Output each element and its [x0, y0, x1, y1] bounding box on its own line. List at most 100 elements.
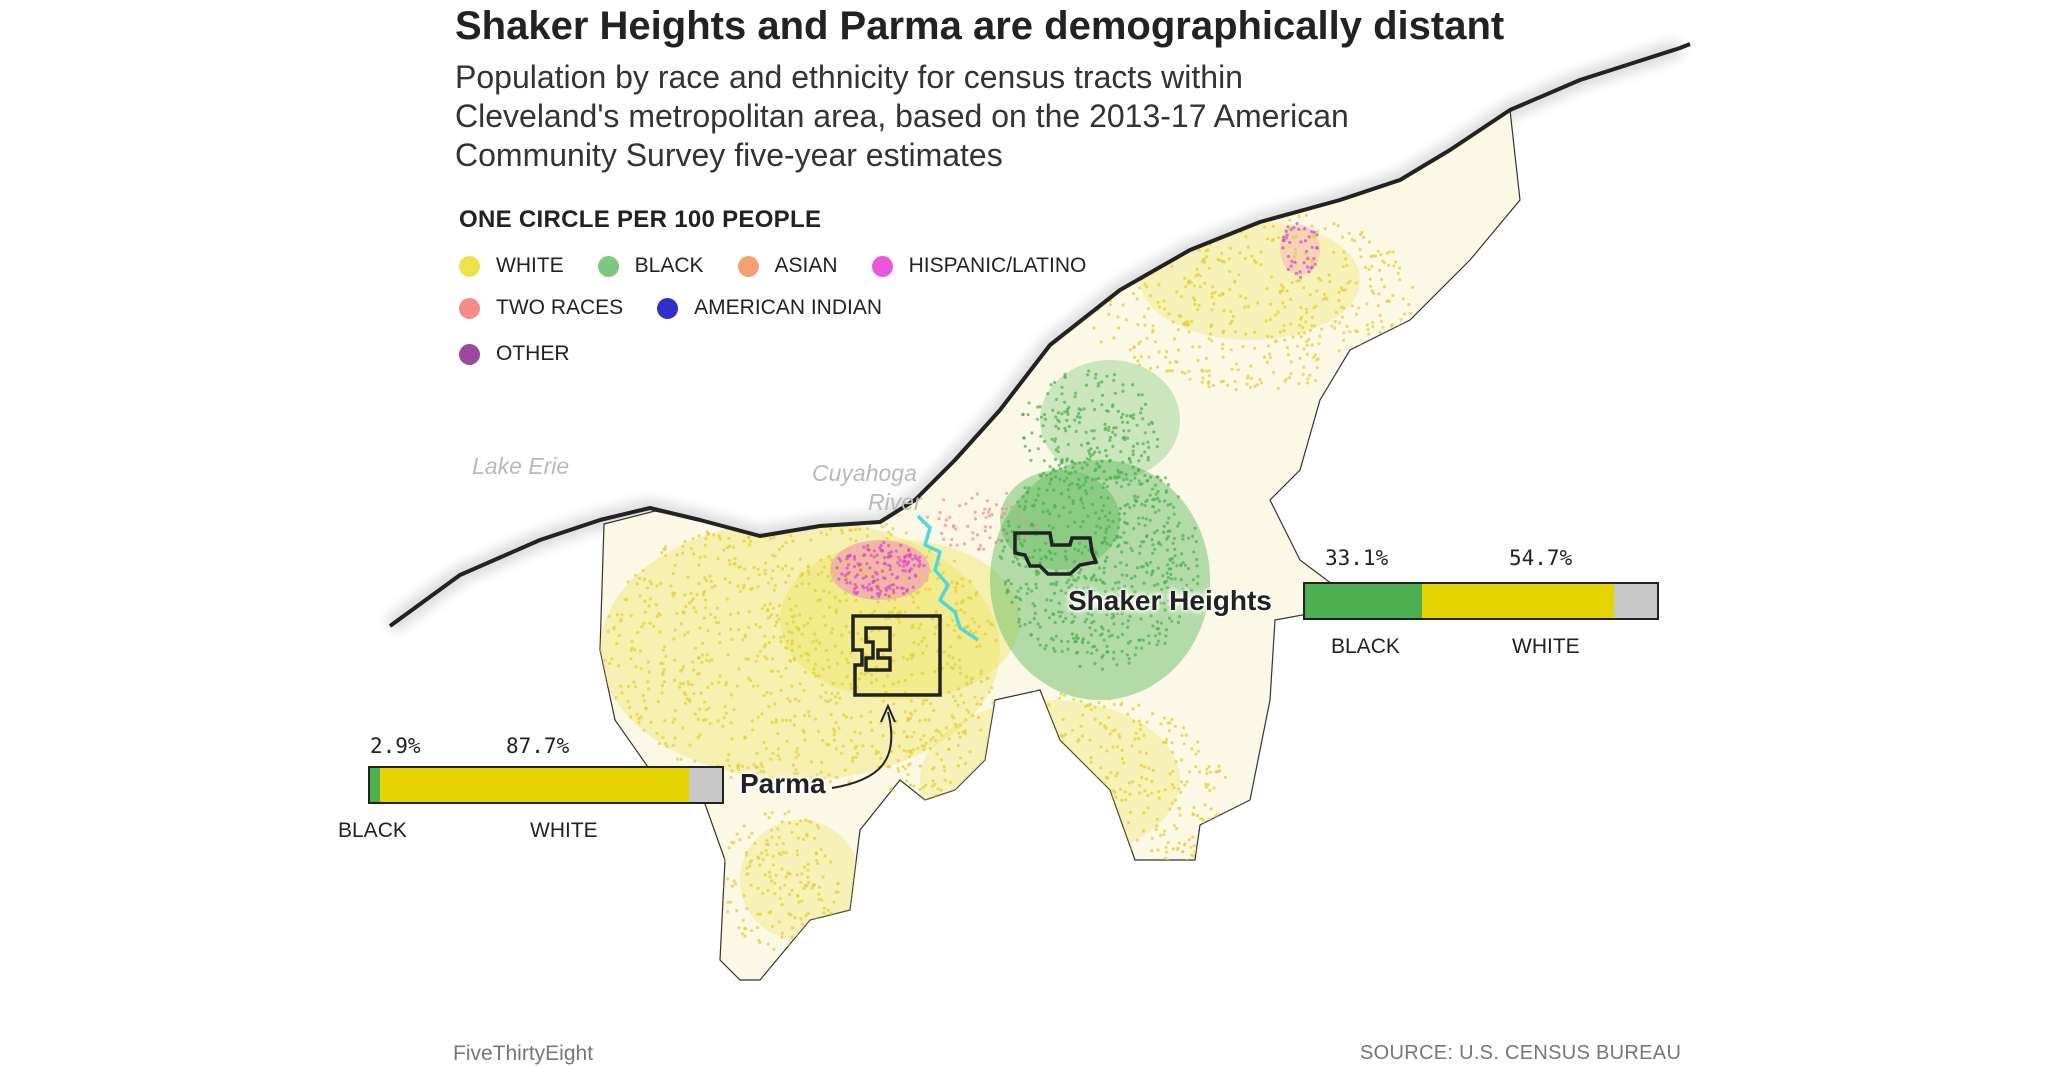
population-dot [1000, 539, 1004, 543]
population-dot [875, 665, 879, 669]
population-dot [1165, 586, 1169, 590]
population-dot [1063, 469, 1068, 473]
population-dot [796, 836, 800, 840]
population-dot [760, 764, 764, 768]
population-dot [787, 574, 791, 578]
population-dot [1314, 379, 1318, 383]
population-dot [777, 920, 781, 924]
population-dot [956, 687, 961, 691]
population-dot [1179, 562, 1183, 567]
population-dot [1358, 359, 1362, 363]
population-dot [1004, 507, 1008, 511]
population-dot [750, 586, 755, 590]
population-dot [1290, 281, 1294, 285]
population-dot [959, 820, 963, 825]
population-dot [1072, 900, 1076, 904]
population-dot [889, 787, 893, 791]
population-dot [1388, 336, 1392, 340]
footer-brand: FiveThirtyEight [453, 1042, 594, 1065]
population-dot [1035, 779, 1039, 784]
population-dot [1197, 345, 1201, 349]
population-dot [1144, 402, 1148, 406]
population-dot [1195, 813, 1199, 818]
population-dot [1221, 342, 1225, 346]
population-dot [1023, 698, 1027, 703]
population-dot [979, 680, 984, 684]
population-dot [1063, 693, 1067, 697]
population-dot [721, 724, 725, 728]
population-dot [750, 719, 754, 723]
population-dot [1083, 620, 1087, 624]
population-dot [848, 630, 852, 635]
population-dot [744, 779, 748, 784]
population-dot [1044, 473, 1049, 477]
population-dot [1026, 587, 1030, 591]
population-dot [1173, 554, 1177, 558]
shaker-black-label: BLACK [1331, 635, 1400, 658]
population-dot [1049, 557, 1053, 562]
population-dot [824, 691, 828, 695]
population-dot [1090, 429, 1094, 433]
population-dot [958, 839, 962, 844]
population-dot [1155, 824, 1159, 828]
population-dot [884, 593, 888, 597]
population-dot [1053, 552, 1057, 556]
population-dot [1067, 585, 1071, 590]
population-dot [1183, 783, 1187, 787]
population-dot [866, 544, 870, 548]
population-dot [642, 699, 646, 703]
population-dot [1109, 855, 1114, 859]
population-dot [1108, 435, 1113, 439]
population-dot [637, 720, 641, 725]
population-dot [1284, 377, 1288, 381]
population-dot [820, 760, 824, 765]
population-dot [1166, 535, 1170, 539]
population-dot [831, 627, 835, 631]
population-dot [905, 735, 909, 739]
population-dot [1221, 292, 1225, 296]
population-dot [908, 749, 912, 753]
population-dot [790, 648, 794, 653]
population-dot [1119, 450, 1123, 454]
population-dot [868, 574, 873, 578]
population-dot [991, 872, 996, 877]
population-dot [768, 602, 772, 606]
population-dot [1025, 760, 1029, 764]
population-dot [980, 887, 984, 891]
population-dot [1130, 549, 1134, 553]
population-dot [770, 810, 774, 815]
population-dot [1034, 875, 1038, 880]
population-dot [741, 638, 745, 642]
population-dot [852, 555, 857, 559]
population-dot [1371, 325, 1375, 329]
population-dot [1116, 534, 1120, 538]
population-dot [976, 715, 981, 720]
population-dot [1173, 237, 1177, 241]
population-dot [939, 788, 943, 792]
population-dot [1203, 281, 1207, 285]
population-dot [1075, 802, 1079, 807]
population-dot [806, 621, 810, 626]
population-dot [617, 633, 622, 638]
population-dot [1133, 737, 1137, 741]
population-dot [1187, 322, 1191, 326]
population-dot [1204, 785, 1208, 789]
population-dot [806, 862, 810, 867]
population-dot [957, 658, 961, 662]
parma-arrowhead [880, 703, 896, 723]
population-dot [1060, 392, 1064, 396]
population-dot [1105, 874, 1109, 878]
population-dot [1338, 372, 1342, 376]
population-dot [1035, 843, 1039, 847]
population-dot [788, 699, 792, 703]
population-dot [1302, 365, 1306, 369]
population-dot [1305, 352, 1309, 356]
population-dot [1009, 505, 1013, 509]
population-dot [1119, 847, 1123, 851]
population-dot [1162, 740, 1166, 745]
population-dot [964, 502, 968, 506]
population-dot [1035, 852, 1039, 857]
population-dot [1063, 372, 1067, 376]
population-dot [1377, 292, 1381, 296]
population-dot [1023, 486, 1027, 490]
